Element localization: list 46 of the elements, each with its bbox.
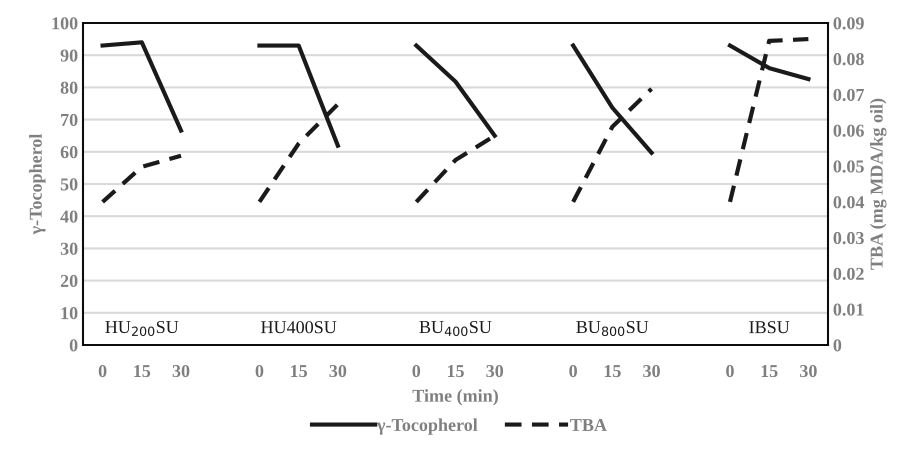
legend-label: TBA [570,418,607,431]
x-tick-label: 30 [172,364,190,378]
annotation: HU$_{200}$SU [105,321,178,336]
legend-label: γ-Tocopherol [376,418,478,435]
x-tick-label: 30 [643,364,660,378]
y2-tick-label: 0.01 [834,303,864,316]
y2-tick-label: 0.09 [834,17,864,30]
x-tick-label: 30 [330,364,346,378]
x-tick-label: 15 [604,365,621,378]
y-tick-label: 70 [61,114,78,126]
x-tick-label: 0 [726,364,734,378]
y-tick-label: 80 [60,82,78,94]
x-tick-label: 15 [762,365,778,378]
annotation: BU$_{400}$SU [419,321,492,336]
y-tick-label: 90 [60,49,78,62]
y2-tick-label: 0.06 [834,124,864,137]
y-tick-label: 20 [60,274,78,288]
y-tick-label: 30 [60,242,78,255]
y2-axis-title: TBA (mg MDA/kg oil) [870,98,887,270]
annotation: BU$_{800}$SU [576,321,648,336]
y2-tick-label: 0.05 [834,160,864,173]
y2-tick-label: 0.02 [834,268,864,280]
y-axis-title: γ-Tocopherol [29,134,46,234]
y2-tick-label: 0 [834,339,842,352]
y-tick-label: 0 [70,339,78,352]
annotation: HU400SU [261,321,336,334]
x-axis-title: Time (min) [412,389,498,406]
y-tick-label: 40 [60,210,78,223]
y2-tick-label: 0.03 [834,232,864,244]
annotation: IBSU [749,321,790,334]
x-tick-label: 0 [412,364,420,378]
x-tick-label: 0 [256,364,264,378]
x-tick-label: 15 [448,365,464,378]
y-tick-label: 50 [60,178,78,190]
y2-tick-label: 0.07 [834,88,864,102]
x-tick-label: 30 [800,364,817,378]
x-tick-label: 15 [291,365,308,378]
x-tick-label: 15 [134,365,150,378]
y-tick-label: 100 [52,17,78,30]
y2-tick-label: 0.04 [834,196,864,208]
y2-tick-label: 0.08 [834,53,864,66]
x-tick-label: 0 [98,364,106,378]
x-tick-label: 30 [486,364,504,378]
x-tick-label: 0 [569,364,577,378]
y-tick-label: 60 [60,146,78,158]
y-tick-label: 10 [62,307,78,320]
